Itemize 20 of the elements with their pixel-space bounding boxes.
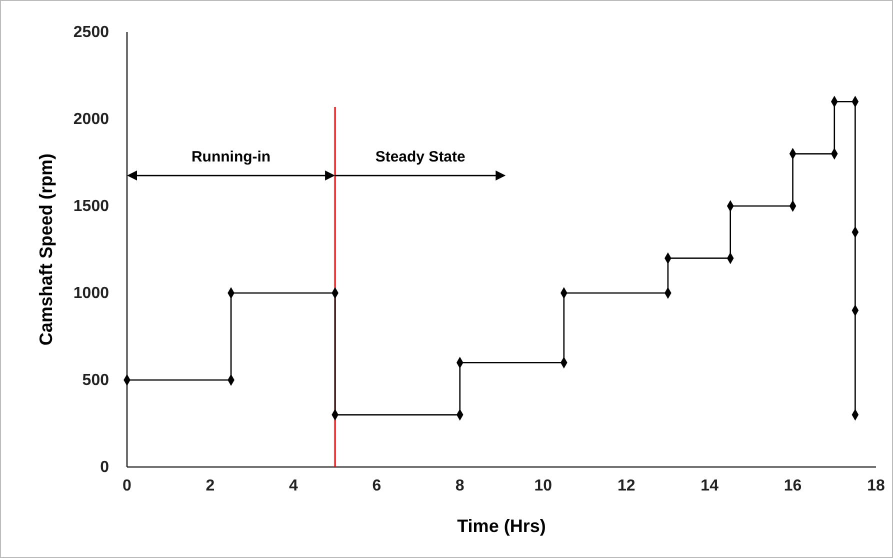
x-tick-label: 14 — [700, 477, 719, 494]
x-tick-label: 10 — [534, 477, 552, 494]
annotation: Running-in — [191, 148, 271, 166]
x-tick-label: 8 — [455, 477, 464, 494]
y-tick-label: 0 — [100, 459, 110, 476]
x-tick-label: 6 — [372, 477, 382, 494]
y-axis-title: Camshaft Speed (rpm) — [36, 153, 56, 346]
annotation: Steady State — [375, 148, 466, 166]
x-tick-label: 4 — [288, 477, 298, 494]
y-tick-label: 1500 — [73, 198, 110, 216]
y-tick-label: 1000 — [73, 285, 110, 302]
y-tick-label: 2500 — [73, 24, 110, 42]
x-tick-label: 2 — [206, 477, 215, 494]
y-tick-label: 2000 — [73, 111, 110, 128]
y-tick-label: 500 — [82, 372, 110, 390]
x-tick-label: 0 — [122, 477, 132, 494]
x-tick-label: 16 — [784, 477, 802, 494]
x-tick-label: 18 — [867, 477, 885, 494]
x-tick-label: 12 — [617, 477, 636, 494]
x-axis-title: Time (Hrs) — [457, 516, 546, 536]
